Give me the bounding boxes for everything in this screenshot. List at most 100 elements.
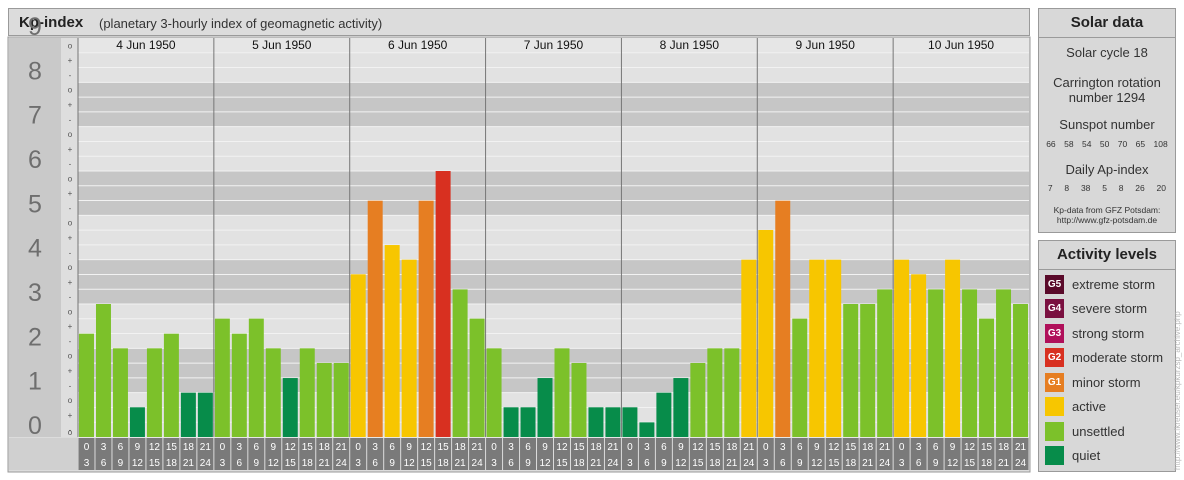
interval-box (554, 438, 570, 470)
interval-end: 18 (438, 458, 450, 469)
interval-box (537, 438, 553, 470)
kp-bar (792, 318, 808, 437)
interval-start: 15 (302, 442, 314, 453)
interval-box (316, 438, 333, 470)
interval-start: 21 (743, 442, 755, 453)
interval-box (452, 438, 469, 470)
legend-label: extreme storm (1072, 276, 1156, 292)
kp-bar (79, 333, 94, 437)
interval-box (961, 438, 978, 470)
kp-bar (486, 348, 502, 437)
interval-end: 9 (797, 458, 803, 469)
kp-bar (112, 348, 128, 437)
sunspot-value: 50 (1099, 139, 1110, 149)
legend-item-unsettled: unsettled (1045, 421, 1125, 441)
minor-mark: + (68, 56, 73, 65)
minor-mark: - (69, 293, 72, 302)
minor-mark: + (68, 367, 73, 376)
interval-box (570, 438, 587, 470)
interval-start: 6 (525, 442, 531, 453)
kp-bar (248, 318, 264, 437)
kp-bar (826, 259, 842, 437)
minor-mark: + (68, 101, 73, 110)
interval-box (418, 438, 435, 470)
interval-start: 12 (285, 442, 297, 453)
legend-swatch: G3 (1045, 323, 1064, 343)
interval-end: 21 (590, 458, 602, 469)
band-7 (78, 82, 1029, 127)
interval-start: 9 (950, 442, 956, 453)
interval-box (129, 438, 146, 470)
interval-end: 21 (319, 458, 331, 469)
legend-item-quiet: quiet (1045, 446, 1100, 466)
interval-end: 6 (508, 458, 514, 469)
interval-start: 3 (508, 442, 514, 453)
minor-mark: o (68, 428, 73, 437)
sunspot-value: 58 (1064, 139, 1074, 149)
interval-end: 3 (220, 458, 226, 469)
interval-start: 6 (661, 442, 667, 453)
interval-end: 18 (709, 458, 721, 469)
interval-start: 15 (166, 442, 178, 453)
interval-end: 15 (421, 458, 433, 469)
interval-box (180, 438, 197, 470)
kp-bar (571, 362, 587, 437)
minor-mark: - (69, 204, 72, 213)
kp-bar (775, 200, 791, 437)
interval-end: 24 (472, 458, 484, 469)
interval-start: 18 (998, 442, 1010, 453)
interval-box (604, 438, 621, 470)
day-label: 4 Jun 1950 (116, 38, 176, 52)
chart-title: Kp-index (19, 14, 84, 31)
y-tick-label: 2 (28, 323, 42, 351)
chart-title-bar: Kp-index (planetary 3-hourly index of ge… (8, 8, 1030, 36)
minor-mark: o (68, 352, 73, 361)
solar-data-panel: Solar data Solar cycle 18 Carrington rot… (1038, 8, 1176, 233)
interval-box (401, 438, 418, 470)
kp-bar (503, 407, 519, 437)
kp-bar (180, 392, 196, 437)
y-tick-label: 5 (28, 190, 42, 218)
legend-swatch (1045, 421, 1064, 441)
interval-start: 18 (183, 442, 195, 453)
interval-start: 9 (814, 442, 820, 453)
interval-end: 12 (404, 458, 416, 469)
interval-box (638, 438, 655, 470)
interval-start: 0 (899, 442, 905, 453)
y-tick-label: 3 (28, 279, 42, 307)
legend-label: unsettled (1072, 423, 1125, 439)
legend-item-moderate-storm: G2 moderate storm (1045, 348, 1163, 368)
legend-label: active (1072, 399, 1106, 414)
interval-end: 18 (981, 458, 993, 469)
interval-start: 21 (472, 442, 484, 453)
ap-index-value: 8 (1064, 183, 1070, 193)
kp-bar (843, 304, 859, 437)
interval-box (163, 438, 180, 470)
kp-bar (520, 407, 536, 437)
kp-bar (588, 407, 604, 437)
interval-box (95, 438, 112, 470)
legend-swatch: G5 (1045, 274, 1064, 294)
y-tick-label: 6 (28, 146, 42, 174)
watermark-text: http://www.fkreuser.eu/kpkurzsp_archive.… (1173, 311, 1182, 470)
kp-bar (622, 407, 638, 437)
minor-mark: - (69, 115, 72, 124)
interval-start: 12 (692, 442, 704, 453)
kp-bar (95, 304, 111, 437)
band-4 (78, 215, 1029, 260)
y-tick-label: 0 (28, 412, 42, 440)
kp-bar (129, 407, 145, 437)
kp-bar (316, 362, 332, 437)
minor-mark: o (68, 219, 73, 228)
kp-chart: 0123456789o+-o+-o+-o+-o+-o+-o+-o+-o+-o4 … (7, 13, 1031, 473)
interval-box (248, 438, 265, 470)
minor-mark: - (69, 248, 72, 257)
interval-end: 15 (149, 458, 161, 469)
kp-bar (911, 274, 927, 437)
interval-start: 12 (421, 442, 433, 453)
credit-source: Kp-data from GFZ Potsdam: (1053, 205, 1161, 215)
y-tick-label: 9 (28, 13, 42, 41)
sunspot-value: 108 (1153, 139, 1168, 149)
minor-mark: o (68, 263, 73, 272)
kp-bar (945, 259, 961, 437)
